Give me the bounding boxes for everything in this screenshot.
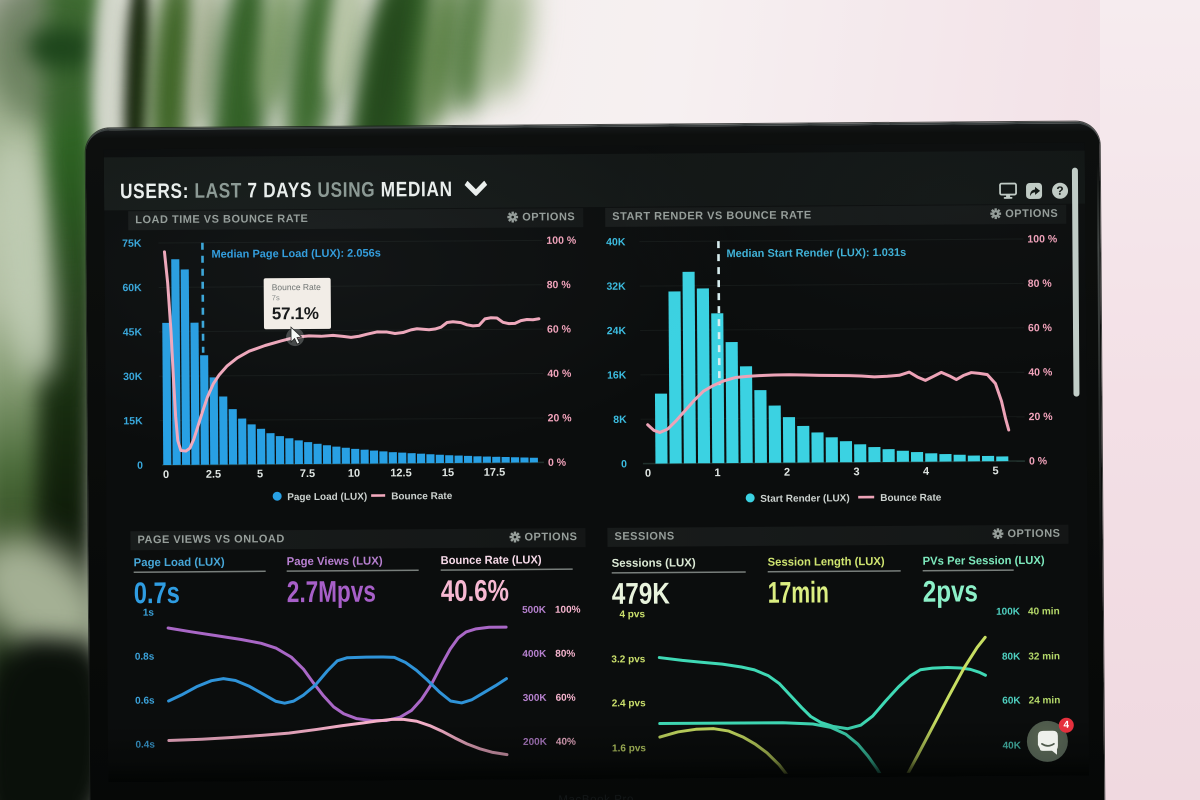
svg-text:400K: 400K <box>522 649 547 660</box>
svg-text:60%: 60% <box>556 693 576 704</box>
svg-text:24 min: 24 min <box>1029 695 1061 706</box>
svg-text:7.5: 7.5 <box>300 468 315 480</box>
svg-text:0: 0 <box>163 469 169 481</box>
svg-text:80%: 80% <box>555 649 575 660</box>
svg-text:30K: 30K <box>123 371 143 383</box>
svg-text:500K: 500K <box>522 605 547 616</box>
svg-text:479K: 479K <box>612 577 670 610</box>
svg-text:15: 15 <box>442 467 454 479</box>
svg-text:Sessions (LUX): Sessions (LUX) <box>612 557 696 570</box>
svg-text:2.5: 2.5 <box>206 469 221 481</box>
svg-text:200K: 200K <box>523 737 548 748</box>
svg-text:20 %: 20 % <box>1029 411 1054 423</box>
svg-text:2.7Mpvs: 2.7Mpvs <box>287 576 376 610</box>
svg-text:3.2 pvs: 3.2 pvs <box>611 654 645 665</box>
svg-text:32 min: 32 min <box>1028 651 1060 662</box>
svg-text:2.4 pvs: 2.4 pvs <box>612 698 646 709</box>
svg-text:0: 0 <box>621 458 627 470</box>
svg-text:300K: 300K <box>523 693 548 704</box>
svg-text:5: 5 <box>257 468 263 480</box>
svg-text:40.6%: 40.6% <box>441 575 509 608</box>
svg-text:17.5: 17.5 <box>484 467 506 479</box>
svg-text:40 %: 40 % <box>547 368 572 380</box>
svg-text:40K: 40K <box>1003 741 1022 752</box>
svg-text:100 %: 100 % <box>546 235 577 247</box>
svg-text:100%: 100% <box>555 605 581 616</box>
svg-text:80K: 80K <box>1002 652 1021 663</box>
svg-text:80 %: 80 % <box>547 279 572 291</box>
svg-text:40 %: 40 % <box>1028 367 1053 379</box>
svg-text:1: 1 <box>714 467 720 479</box>
svg-text:10: 10 <box>348 468 360 480</box>
svg-text:24K: 24K <box>607 325 627 337</box>
svg-text:Bounce Rate: Bounce Rate <box>880 493 942 504</box>
svg-text:Start Render (LUX): Start Render (LUX) <box>760 493 850 505</box>
svg-text:0.8s: 0.8s <box>135 652 155 663</box>
svg-text:PVs Per Session (LUX): PVs Per Session (LUX) <box>923 555 1045 568</box>
svg-text:12.5: 12.5 <box>390 467 412 479</box>
svg-text:2: 2 <box>784 467 790 479</box>
svg-text:0: 0 <box>137 460 143 472</box>
svg-text:5: 5 <box>992 465 998 477</box>
svg-text:0.6s: 0.6s <box>135 696 155 707</box>
svg-text:0 %: 0 % <box>1029 455 1048 467</box>
svg-text:60 %: 60 % <box>1028 322 1053 334</box>
svg-text:60 %: 60 % <box>547 323 572 335</box>
svg-text:40K: 40K <box>606 236 626 248</box>
svg-text:Bounce Rate: Bounce Rate <box>391 491 453 502</box>
svg-text:40%: 40% <box>556 737 576 748</box>
svg-text:60K: 60K <box>1002 696 1021 707</box>
svg-text:4 pvs: 4 pvs <box>619 609 645 620</box>
svg-text:8K: 8K <box>613 414 627 426</box>
svg-text:Page Views (LUX): Page Views (LUX) <box>287 555 383 568</box>
svg-text:75K: 75K <box>122 238 142 250</box>
svg-text:45K: 45K <box>123 326 143 338</box>
svg-text:0 %: 0 % <box>548 457 567 469</box>
svg-text:16K: 16K <box>607 369 627 381</box>
svg-text:2pvs: 2pvs <box>923 575 978 608</box>
svg-text:32K: 32K <box>606 281 626 293</box>
svg-text:Page Load (LUX): Page Load (LUX) <box>134 557 225 570</box>
svg-text:?: ? <box>1056 184 1063 198</box>
svg-text:17min: 17min <box>768 576 829 609</box>
svg-text:80 %: 80 % <box>1028 278 1053 290</box>
svg-text:40 min: 40 min <box>1028 606 1060 617</box>
svg-text:100K: 100K <box>996 607 1021 618</box>
svg-text:3: 3 <box>853 466 859 478</box>
svg-text:1.6 pvs: 1.6 pvs <box>612 743 646 754</box>
svg-text:20 %: 20 % <box>548 412 573 424</box>
svg-text:0: 0 <box>645 468 651 480</box>
svg-text:0.4s: 0.4s <box>135 740 155 751</box>
svg-text:Page Load (LUX): Page Load (LUX) <box>287 492 367 504</box>
svg-text:15K: 15K <box>123 415 143 427</box>
svg-text:100 %: 100 % <box>1027 233 1058 245</box>
svg-text:Session Length (LUX): Session Length (LUX) <box>768 556 885 569</box>
svg-text:Bounce Rate (LUX): Bounce Rate (LUX) <box>441 554 542 567</box>
svg-text:1s: 1s <box>143 608 155 619</box>
svg-text:Median Start Render (LUX): 1.0: Median Start Render (LUX): 1.031s <box>726 247 906 260</box>
svg-text:0.7s: 0.7s <box>134 577 180 610</box>
svg-text:Median Page Load (LUX): 2.056s: Median Page Load (LUX): 2.056s <box>211 247 380 260</box>
svg-text:60K: 60K <box>122 282 142 294</box>
svg-text:4: 4 <box>923 466 930 478</box>
